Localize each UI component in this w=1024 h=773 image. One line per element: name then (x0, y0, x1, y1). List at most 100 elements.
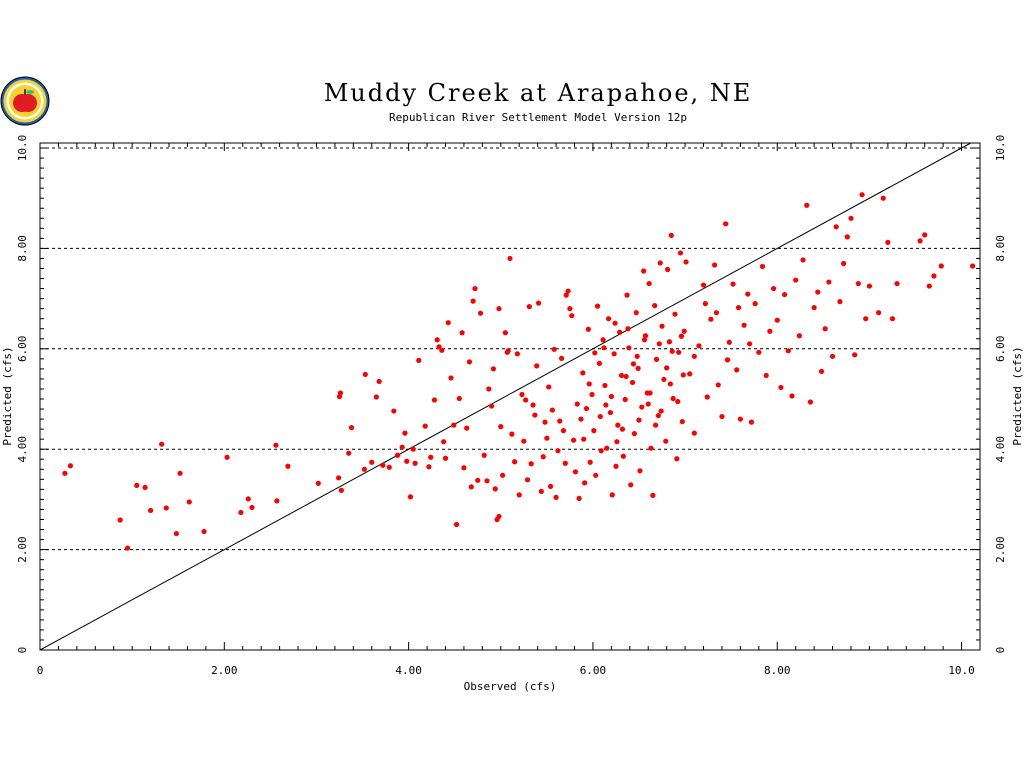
data-point (362, 371, 368, 378)
data-point (680, 372, 686, 378)
data-point (730, 281, 736, 287)
x-tick-label: 6.00 (580, 664, 607, 677)
data-point (547, 483, 554, 489)
data-point (484, 478, 490, 484)
data-point (514, 351, 520, 357)
data-point (661, 376, 667, 383)
data-point (647, 390, 653, 396)
data-point (659, 323, 665, 329)
data-point (348, 425, 355, 431)
data-point (641, 268, 647, 274)
data-point (626, 345, 632, 351)
data-point (702, 301, 708, 307)
data-point (589, 391, 595, 398)
data-point (666, 339, 673, 345)
data-point (490, 366, 497, 372)
data-point (848, 215, 854, 221)
plot-frame (39, 142, 981, 651)
data-point (578, 416, 584, 422)
data-point (62, 470, 68, 476)
data-point (880, 195, 886, 201)
data-point (763, 372, 769, 379)
data-point (431, 397, 438, 403)
data-point (376, 378, 382, 385)
data-point (663, 438, 669, 444)
data-point (509, 431, 515, 437)
data-point (464, 425, 470, 431)
data-point (391, 408, 397, 414)
data-point (704, 394, 710, 400)
data-point (526, 304, 532, 310)
data-point (570, 437, 577, 443)
data-point (800, 257, 806, 263)
data-point (807, 399, 814, 405)
data-point (613, 463, 619, 469)
data-point (594, 303, 601, 309)
data-point (274, 498, 280, 504)
data-point (273, 442, 279, 448)
data-point (441, 439, 447, 445)
data-point (597, 413, 603, 420)
data-point (926, 283, 932, 289)
data-point (615, 422, 621, 428)
data-point (534, 363, 540, 369)
data-point (544, 435, 550, 441)
data-point (785, 348, 791, 354)
data-point (472, 285, 478, 292)
data-point (492, 486, 498, 492)
data-point (859, 192, 865, 198)
data-point (655, 412, 661, 419)
diagonal-reference-line (39, 142, 972, 651)
data-point (815, 289, 821, 295)
data-point (587, 459, 593, 465)
data-point (679, 418, 685, 425)
data-point (224, 454, 230, 460)
y-tick-label-right: 6.00 (994, 336, 1007, 363)
data-point (502, 330, 508, 336)
data-point (922, 232, 928, 238)
y-tick-label-left: 0 (16, 647, 29, 654)
data-point (512, 459, 518, 465)
data-point (852, 352, 858, 358)
data-point (708, 316, 714, 322)
data-point (885, 239, 891, 245)
data-point (756, 349, 762, 355)
axis-ticks: 0 2.00 4.00 6.00 8.00 10.0 0 0 2.00 2.00 4.00 4.00 6… (16, 135, 1007, 677)
data-point (488, 403, 495, 409)
data-point (201, 528, 207, 535)
x-tick-label: 10.0 (948, 664, 975, 677)
data-point (672, 311, 678, 317)
data-point (574, 401, 580, 407)
data-points (62, 192, 976, 551)
x-axis-label: Observed (cfs) (464, 680, 557, 693)
data-point (496, 306, 502, 312)
data-point (410, 446, 416, 452)
data-point (523, 397, 529, 403)
data-point (811, 305, 817, 311)
data-point (559, 355, 565, 361)
data-point (67, 463, 74, 469)
y-tick-label-left: 4.00 (16, 436, 29, 463)
data-point (173, 530, 179, 537)
data-point (576, 495, 582, 502)
data-point (580, 370, 586, 376)
y-tick-label-left: 6.00 (16, 336, 29, 363)
data-point (748, 419, 755, 425)
data-point (618, 372, 625, 379)
data-point (700, 282, 707, 288)
data-point (646, 280, 652, 287)
data-point (642, 333, 649, 339)
data-point (549, 407, 555, 413)
data-point (609, 492, 615, 498)
data-point (538, 488, 544, 494)
data-point (524, 477, 531, 483)
data-point (572, 469, 579, 475)
data-point (582, 480, 588, 486)
data-point (500, 472, 506, 478)
data-point (238, 509, 244, 516)
data-point (889, 316, 896, 322)
data-point (477, 310, 484, 316)
data-point (778, 384, 784, 391)
